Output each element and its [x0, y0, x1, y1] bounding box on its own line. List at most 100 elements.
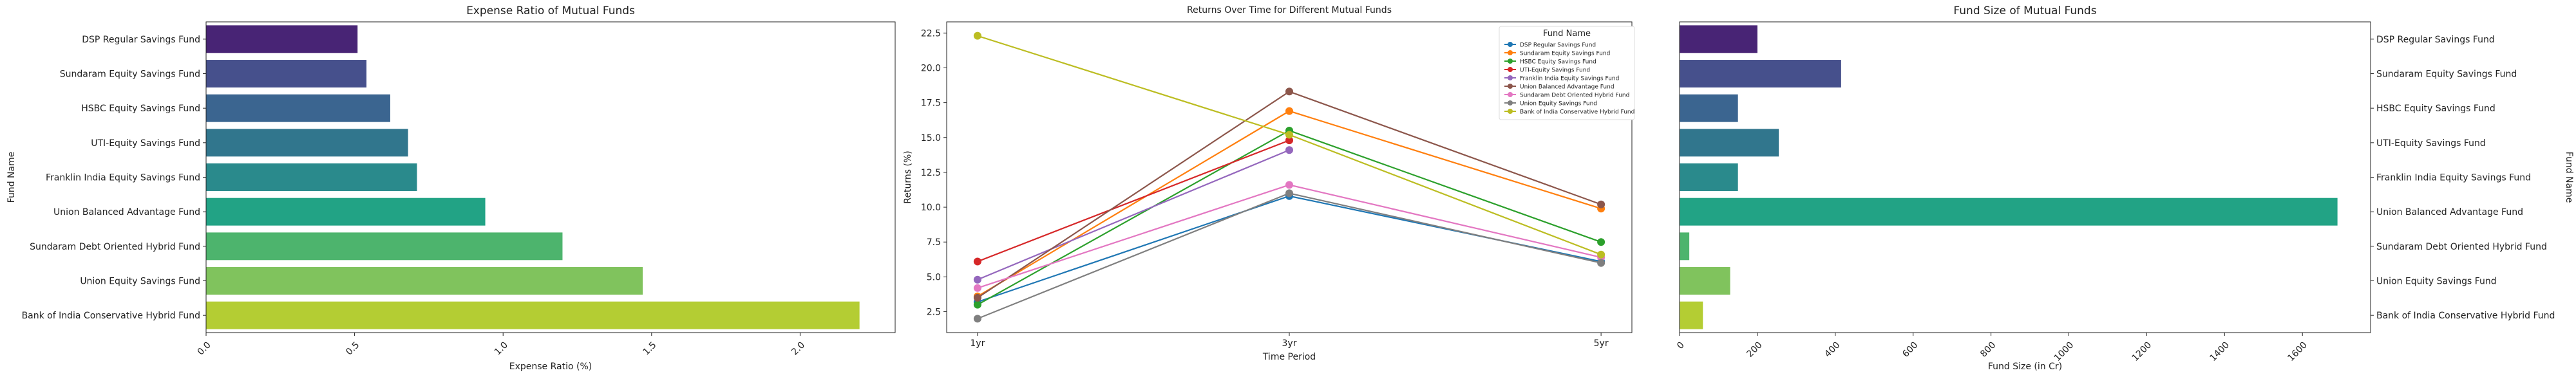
chart-title: Returns Over Time for Different Mutual F… [1187, 5, 1392, 15]
y-tick-label: 12.5 [921, 168, 941, 178]
legend-marker [1508, 59, 1513, 64]
bar-9 [206, 301, 860, 329]
legend-label: Sundaram Equity Savings Fund [1520, 51, 1610, 57]
y-tick-label: 22.5 [921, 28, 941, 39]
bar-7 [206, 232, 563, 261]
data-point [973, 300, 981, 309]
y-tick-label: Sundaram Debt Oriented Hybrid Fund [2376, 242, 2547, 252]
chart-2: 2.5 5.0 7.5 10.0 12.5 15.0 17.5 20.0 22.5 1yr 3yr 5… [903, 5, 1635, 362]
x-tick-label: 1400 [2208, 340, 2232, 363]
legend-marker [1508, 100, 1513, 106]
y-tick-label: 5.0 [927, 272, 941, 282]
chart-1: DSP Regular Savings Fund Sundaram Equity … [6, 5, 896, 372]
x-tick-label: 0 [1675, 340, 1687, 351]
data-point [973, 284, 981, 292]
legend-label: Sundaram Debt Oriented Hybrid Fund [1520, 93, 1629, 99]
data-point [1285, 107, 1293, 115]
chart-3: DSP Regular Savings Fund Sundaram Equity … [1675, 5, 2574, 372]
data-point [1597, 238, 1605, 246]
bar-8 [206, 267, 643, 295]
y-tick-label: HSBC Equity Savings Fund [2376, 104, 2496, 114]
y-tick-label: Sundaram Debt Oriented Hybrid Fund [30, 242, 200, 252]
y-tick-label: HSBC Equity Savings Fund [81, 104, 200, 114]
x-tick-label: 1000 [2052, 340, 2076, 363]
series-line-5 [977, 149, 1290, 280]
bar-1 [206, 25, 358, 53]
bar-5 [1680, 163, 1738, 191]
legend: Fund Name DSP Regular Savings Fund Sundara… [1499, 26, 1635, 120]
legend-box [1499, 26, 1635, 120]
data-point [973, 275, 981, 284]
series-line-4 [977, 140, 1290, 262]
data-point [1285, 131, 1293, 139]
y-tick-label: 15.0 [921, 133, 941, 143]
x-tick-label: 800 [1978, 340, 1998, 359]
x-tick-label: 2.0 [790, 340, 807, 357]
data-point [973, 315, 981, 323]
bar-8 [1680, 267, 1730, 295]
plot-frame [946, 21, 1633, 333]
y-tick-label: DSP Regular Savings Fund [2376, 35, 2495, 45]
data-point [1285, 87, 1293, 96]
x-tick-label: 1600 [2286, 340, 2309, 363]
x-tick-label: 3yr [1282, 338, 1297, 349]
bar-3 [206, 94, 390, 122]
legend-label: HSBC Equity Savings Fund [1520, 59, 1596, 66]
legend-label: Bank of India Conservative Hybrid Fund [1520, 109, 1634, 116]
bar-1 [1680, 25, 1757, 53]
data-point [973, 32, 981, 40]
x-tick-label: 400 [1823, 340, 1842, 359]
y-tick-label: 20.0 [921, 63, 941, 73]
bar-9 [1680, 301, 1703, 329]
x-axis-label: Time Period [1262, 352, 1316, 362]
x-axis-label: Fund Size (in Cr) [1988, 362, 2062, 372]
x-tick-label: 5yr [1594, 338, 1609, 349]
y-tick-label: 2.5 [927, 308, 941, 318]
legend-marker [1508, 109, 1513, 114]
y-tick-label: Union Balanced Advantage Fund [2376, 207, 2523, 217]
x-tick-label: 1yr [970, 338, 985, 349]
data-point [1597, 259, 1605, 267]
legend-label: Union Balanced Advantage Fund [1520, 84, 1615, 91]
bar-6 [206, 198, 486, 226]
x-tick-label: 1.5 [641, 340, 659, 357]
y-tick-label: 17.5 [921, 98, 941, 109]
bar-4 [206, 129, 408, 157]
y-tick-label: DSP Regular Savings Fund [82, 35, 200, 45]
bar-5 [206, 163, 417, 191]
y-tick-label: UTI-Equity Savings Fund [91, 138, 200, 149]
legend-label: Union Equity Savings Fund [1520, 101, 1597, 107]
x-tick-label: 1.0 [493, 340, 510, 357]
y-tick-label: Sundaram Equity Savings Fund [60, 69, 200, 80]
data-point [1285, 181, 1293, 189]
y-axis-label: Fund Name [2564, 152, 2574, 203]
y-tick-label: Union Equity Savings Fund [2376, 277, 2497, 287]
x-axis-label: Expense Ratio (%) [509, 362, 592, 372]
bar-2 [206, 60, 367, 87]
legend-title: Fund Name [1543, 29, 1591, 39]
data-point [1597, 200, 1605, 208]
data-point [1285, 146, 1293, 154]
chart-title: Expense Ratio of Mutual Funds [466, 5, 635, 17]
bar-3 [1680, 94, 1738, 122]
y-tick-label: UTI-Equity Savings Fund [2376, 138, 2486, 149]
bar-4 [1680, 129, 1779, 157]
y-tick-label: Bank of India Conservative Hybrid Fund [2376, 311, 2555, 321]
x-tick-label: 0.0 [196, 340, 213, 357]
legend-marker [1508, 75, 1513, 80]
plot-frame [1679, 21, 2371, 333]
series-line-3 [977, 129, 1602, 306]
data-point [1597, 250, 1605, 259]
legend-marker [1508, 42, 1513, 47]
bar-7 [1680, 232, 1690, 261]
series-line-8 [977, 192, 1602, 320]
y-tick-label: Bank of India Conservative Hybrid Fund [22, 311, 200, 321]
y-axis-label: Fund Name [6, 152, 17, 203]
y-tick-label: 10.0 [921, 203, 941, 213]
legend-label: UTI-Equity Savings Fund [1520, 68, 1590, 74]
series-line-1 [977, 195, 1602, 303]
data-point [973, 293, 981, 302]
legend-label: Franklin India Equity Savings Fund [1520, 76, 1619, 82]
bar-6 [1680, 198, 2338, 226]
